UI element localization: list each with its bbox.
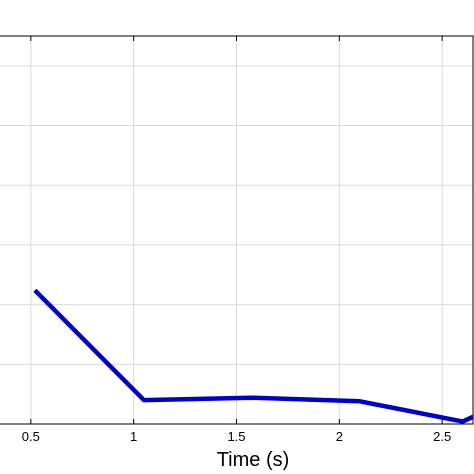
grid [0,36,473,424]
x-tick-label: 0.5 [22,429,40,444]
x-tick-label: 1 [130,429,137,444]
x-tick-label: 2.5 [433,429,451,444]
x-tick-label: 1.5 [227,429,245,444]
series-layer [33,288,474,424]
x-axis-ticks: 00.511.522.5 [22,36,451,444]
series-line [33,288,474,424]
x-axis-title: Time (s) [217,449,290,471]
plot-frame [0,35,474,425]
x-tick-label: 2 [336,429,343,444]
